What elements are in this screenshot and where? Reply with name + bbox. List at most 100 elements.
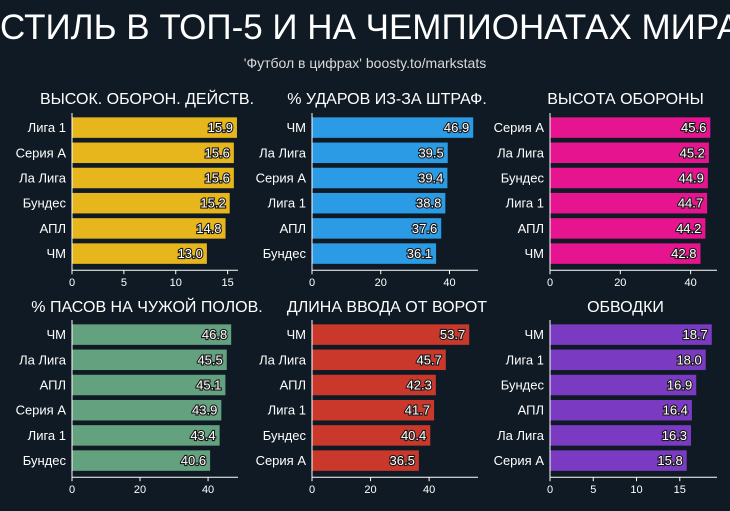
value-label: 14.8 [196, 221, 221, 236]
category-label: ЧМ [525, 327, 545, 342]
bar-chart-1: ВЫСОК. ОБОРОН. ДЕЙСТВ. Лига 1 15.9 Серия А 1… [16, 89, 254, 289]
value-label: 39.4 [418, 171, 443, 186]
category-label: Бундес [501, 171, 545, 186]
value-label: 44.7 [678, 196, 703, 211]
chart-title: ОБВОДКИ [587, 299, 664, 316]
bar-chart-6: ОБВОДКИ ЧМ 18.7 Лига 1 18.0 Бундес 16.9 АПЛ 16.4… [494, 299, 717, 496]
value-label: 44.9 [679, 171, 704, 186]
value-label: 36.5 [390, 453, 415, 468]
category-label: АПЛ [40, 221, 66, 236]
category-label: Лига 1 [268, 196, 306, 211]
x-tick-label: 20 [134, 484, 146, 496]
bar [72, 192, 230, 214]
category-label: АПЛ [40, 378, 66, 393]
category-label: Серия А [494, 453, 545, 468]
category-label: Ла Лига [259, 145, 307, 160]
x-tick-label: 20 [364, 484, 376, 496]
bar [72, 218, 226, 239]
chart-title: ВЫСОТА ОБОРОНЫ [547, 91, 704, 108]
category-label: Ла Лига [19, 352, 67, 367]
bar [312, 324, 470, 345]
category-label: Серия А [494, 120, 545, 135]
value-label: 45.1 [196, 378, 221, 393]
x-tick-label: 0 [547, 277, 553, 289]
category-label: АПЛ [280, 378, 306, 393]
bar [72, 349, 227, 371]
x-tick-label: 0 [309, 277, 315, 289]
value-label: 15.6 [205, 145, 230, 160]
bar-chart-2: % УДАРОВ ИЗ-ЗА ШТРАФ. ЧМ 46.9 Ла Лига 39.5 Се… [256, 91, 487, 289]
value-label: 37.6 [412, 221, 437, 236]
bar [312, 167, 448, 189]
value-label: 13.0 [178, 246, 203, 261]
bar [550, 374, 697, 396]
bar [550, 450, 687, 471]
category-label: ЧМ [525, 246, 545, 261]
bar [550, 218, 706, 239]
category-label: Лига 1 [268, 403, 306, 418]
x-tick-label: 20 [614, 277, 626, 289]
category-label: АПЛ [280, 221, 306, 236]
value-label: 42.8 [671, 246, 696, 261]
value-label: 40.6 [181, 453, 206, 468]
category-label: Серия А [16, 145, 67, 160]
category-label: Серия А [256, 171, 307, 186]
category-label: Ла Лига [19, 171, 67, 186]
category-label: Лига 1 [506, 352, 544, 367]
x-tick-label: 40 [685, 277, 697, 289]
category-label: ЧМ [287, 120, 307, 135]
value-label: 41.7 [405, 403, 430, 418]
bar [312, 192, 446, 214]
category-label: ЧМ [287, 327, 307, 342]
value-label: 15.9 [208, 120, 233, 135]
value-label: 43.9 [192, 403, 217, 418]
category-label: Серия А [16, 403, 67, 418]
bar [72, 450, 211, 471]
value-label: 45.6 [681, 120, 706, 135]
page-title: СТИЛЬ В ТОП-5 И НА ЧЕМПИОНАТАХ МИРА [0, 8, 730, 47]
value-label: 46.9 [444, 120, 469, 135]
bar [550, 117, 711, 138]
x-tick-label: 15 [674, 484, 686, 496]
value-label: 44.2 [676, 221, 701, 236]
bar [72, 425, 220, 446]
value-label: 38.8 [416, 196, 441, 211]
value-label: 42.3 [407, 378, 432, 393]
value-label: 45.2 [680, 145, 705, 160]
bar [312, 142, 448, 164]
category-label: Ла Лига [497, 145, 545, 160]
category-label: Бундес [501, 378, 545, 393]
bar [72, 399, 222, 421]
bar [550, 399, 692, 421]
value-label: 15.8 [657, 453, 682, 468]
x-tick-label: 0 [309, 484, 315, 496]
category-label: Бундес [263, 246, 307, 261]
bar [72, 117, 237, 138]
value-label: 45.7 [416, 352, 441, 367]
value-label: 18.0 [676, 352, 701, 367]
value-label: 43.4 [190, 428, 215, 443]
value-label: 39.5 [418, 145, 443, 160]
bar [550, 349, 706, 371]
category-label: Лига 1 [28, 120, 66, 135]
chart-title: ДЛИНА ВВОДА ОТ ВОРОТ [287, 299, 487, 316]
category-label: ЧМ [47, 327, 67, 342]
x-tick-label: 0 [547, 484, 553, 496]
value-label: 40.4 [401, 428, 426, 443]
x-tick-label: 40 [202, 484, 214, 496]
value-label: 16.4 [663, 403, 688, 418]
value-label: 36.1 [407, 246, 432, 261]
value-label: 18.7 [682, 327, 707, 342]
bar [72, 374, 226, 396]
x-tick-label: 40 [443, 277, 455, 289]
x-tick-label: 40 [423, 484, 435, 496]
category-label: АПЛ [518, 403, 544, 418]
value-label: 53.7 [440, 327, 465, 342]
bar-chart-5: ДЛИНА ВВОДА ОТ ВОРОТ ЧМ 53.7 Ла Лига 45.7 АПЛ… [256, 299, 488, 496]
chart-title: % ПАСОВ НА ЧУЖОЙ ПОЛОВ. [31, 297, 262, 316]
chart-title: ВЫСОК. ОБОРОН. ДЕЙСТВ. [40, 89, 254, 108]
category-label: Бундес [263, 428, 307, 443]
x-tick-label: 20 [375, 277, 387, 289]
